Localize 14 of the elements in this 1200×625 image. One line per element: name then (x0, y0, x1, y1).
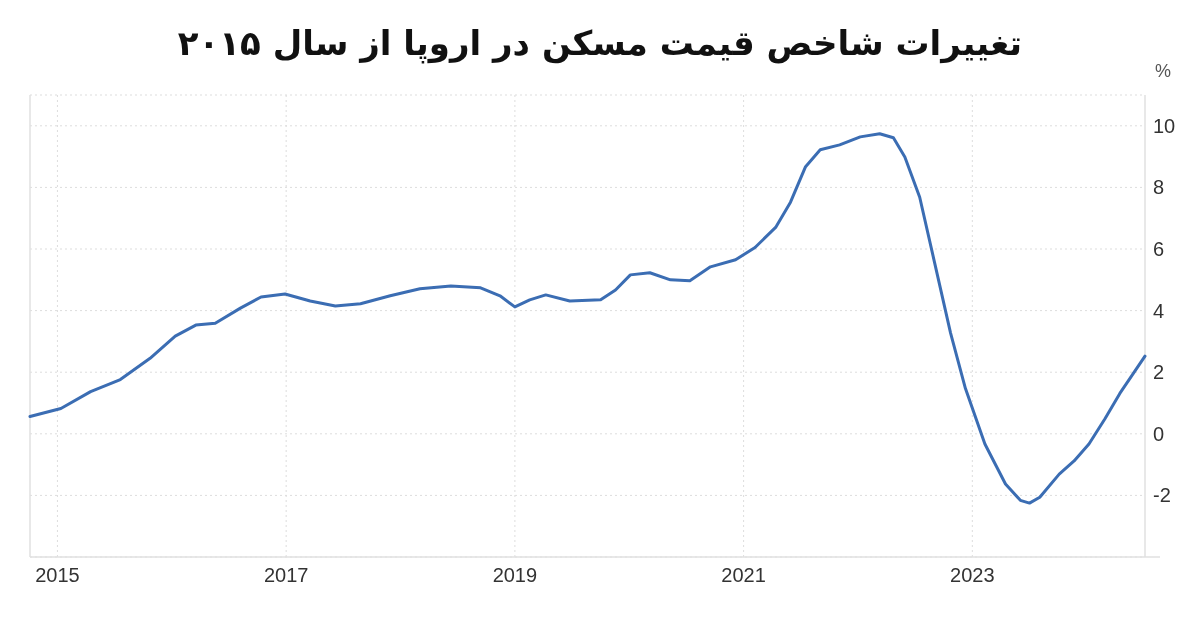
y-tick-label: 8 (1153, 176, 1165, 199)
y-tick-label: 10 (1153, 114, 1176, 137)
chart-title: تغییرات شاخص قیمت مسکن در اروپا از سال ۲۰۱۵ (177, 23, 1023, 64)
y-tick-label: -2 (1153, 484, 1171, 507)
x-tick-label: 2023 (950, 564, 995, 586)
x-tick-label: 2021 (721, 564, 766, 586)
y-tick-label: 0 (1153, 422, 1165, 445)
y-tick-label: 2 (1153, 361, 1165, 384)
y-tick-label: 4 (1153, 299, 1165, 322)
y-axis-title: % (1155, 61, 1172, 81)
y-tick-label: 6 (1153, 238, 1165, 260)
x-tick-label: 2015 (35, 564, 80, 586)
x-tick-label: 2019 (492, 564, 538, 586)
x-tick-label: 2017 (263, 564, 309, 586)
